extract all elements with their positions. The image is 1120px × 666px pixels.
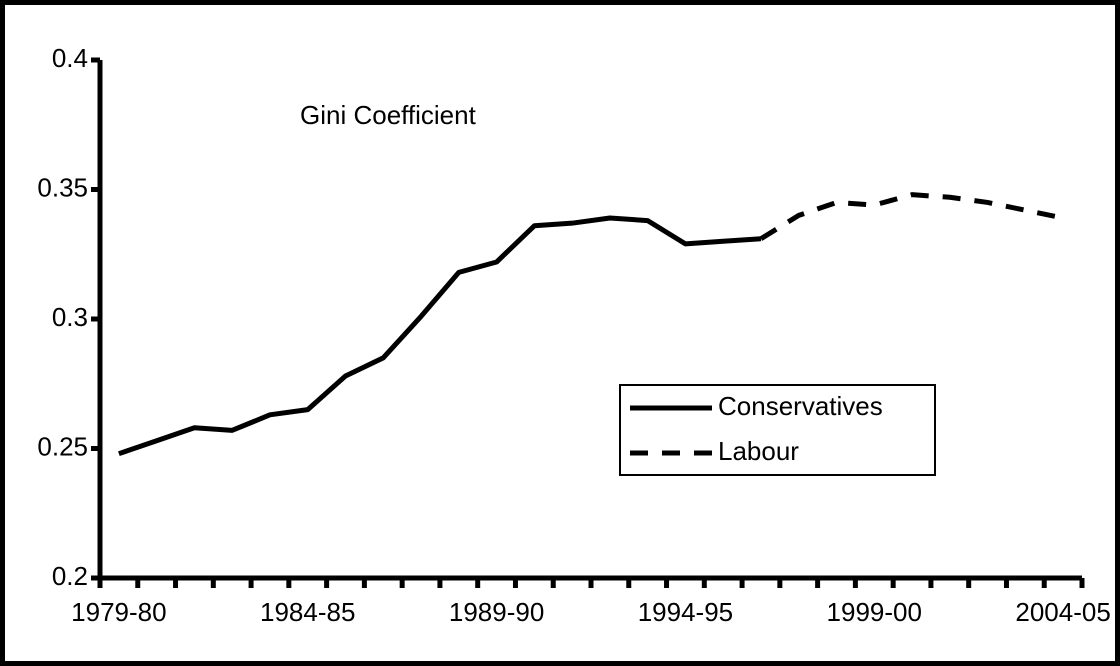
y-tick-label: 0.4 (52, 43, 88, 73)
x-tick-label: 2004-05 (1015, 597, 1110, 627)
x-tick-label: 1984-85 (260, 597, 355, 627)
y-tick-label: 0.35 (37, 172, 88, 202)
legend-box (619, 384, 936, 476)
legend-label: Conservatives (718, 391, 883, 421)
x-tick-label: 1994-95 (638, 597, 733, 627)
x-tick-label: 1989-90 (449, 597, 544, 627)
x-tick-label: 1979-80 (71, 597, 166, 627)
y-tick-label: 0.3 (52, 302, 88, 332)
chart-title: Gini Coefficient (300, 100, 477, 130)
y-tick-label: 0.25 (37, 431, 88, 461)
line-series (118, 215, 762, 457)
x-tick-label: 1999-00 (827, 597, 922, 627)
y-tick-label: 0.2 (52, 561, 88, 591)
line-series (759, 192, 1064, 241)
legend-label: Labour (718, 436, 799, 466)
